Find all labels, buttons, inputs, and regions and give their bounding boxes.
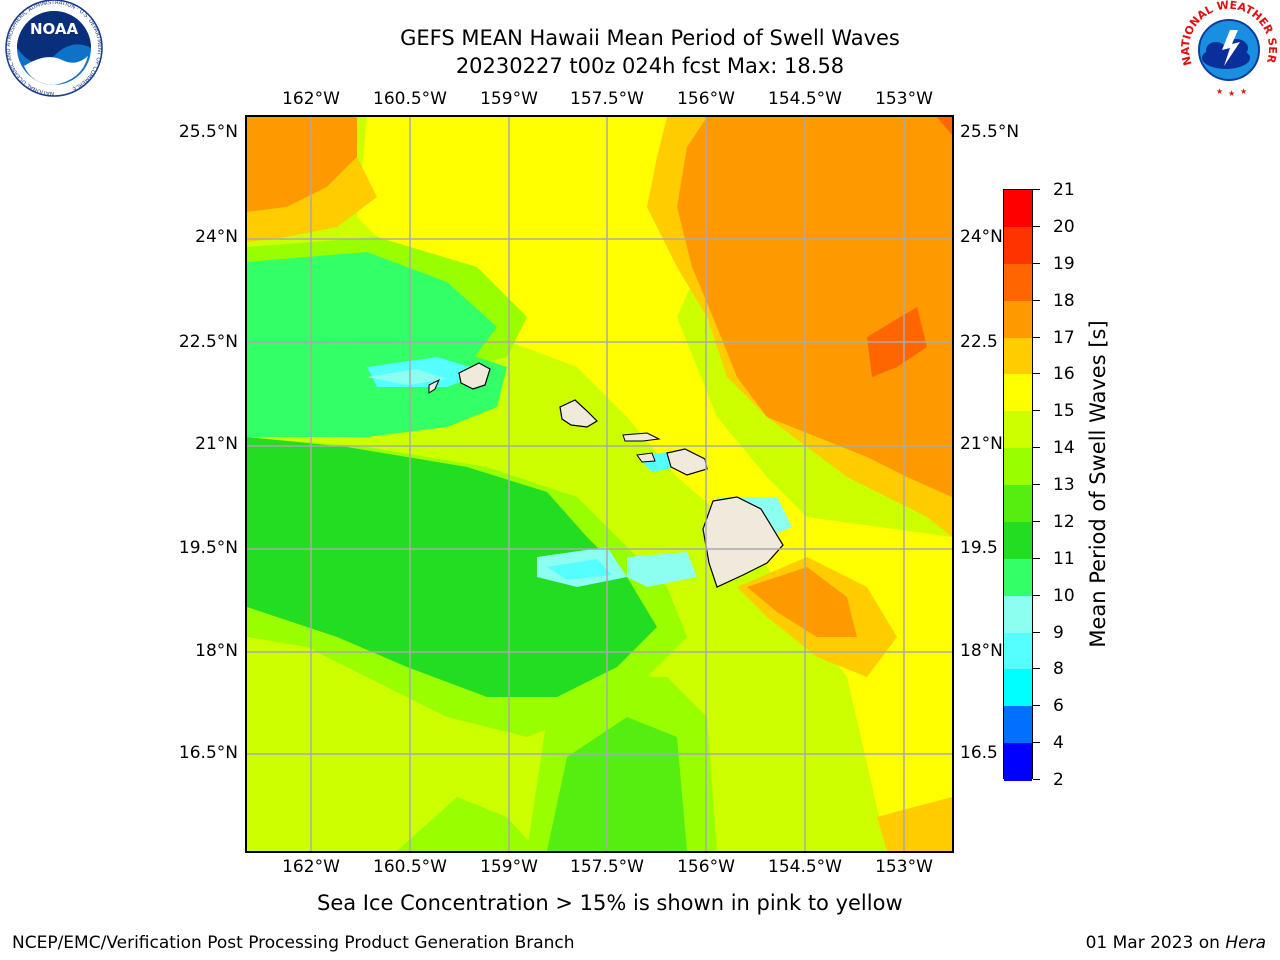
footer-date: 01 Mar 2023 on Hera xyxy=(1086,933,1266,953)
map-subtitle: 20230227 t00z 024h fcst Max: 18.58 xyxy=(455,54,845,78)
lon-label-top: 159°W xyxy=(480,89,538,109)
colorbar-tick xyxy=(1033,225,1040,227)
lat-label-right: 16.5 xyxy=(960,743,998,763)
colorbar-tick-label: 17 xyxy=(1053,327,1075,348)
colorbar-tick xyxy=(1033,668,1040,670)
lat-label-right: 25.5°N xyxy=(960,122,1020,142)
lon-label-top: 162°W xyxy=(282,89,340,109)
footer-credit: NCEP/EMC/Verification Post Processing Pr… xyxy=(12,933,575,953)
lat-label-left: 16.5°N xyxy=(178,743,238,763)
lon-label-bottom: 162°W xyxy=(282,857,340,877)
colorbar-tick xyxy=(1033,410,1040,412)
colorbar-segment xyxy=(1004,743,1032,781)
lat-label-left: 24°N xyxy=(195,227,238,247)
noaa-logo-text: NOAA xyxy=(30,20,79,38)
colorbar-tick xyxy=(1033,631,1040,633)
noaa-logo: NATIONAL OCEANIC AND ATMOSPHERIC ADMINIS… xyxy=(5,0,103,97)
lat-label-right: 24°N xyxy=(960,227,1003,247)
colorbar-tick xyxy=(1033,520,1040,522)
colorbar-tick xyxy=(1033,484,1040,485)
colorbar-tick xyxy=(1033,373,1040,375)
sea-ice-note: Sea Ice Concentration > 15% is shown in … xyxy=(317,891,903,915)
colorbar-tick-label: 15 xyxy=(1053,401,1075,422)
map-title: GEFS MEAN Hawaii Mean Period of Swell Wa… xyxy=(400,26,900,50)
colorbar-tick-label: 11 xyxy=(1053,548,1075,569)
colorbar-tick xyxy=(1033,557,1040,559)
colorbar-segment xyxy=(1004,226,1032,265)
lat-label-right: 21°N xyxy=(960,434,1003,454)
colorbar-tick xyxy=(1033,594,1040,596)
footer-date-text: 01 Mar 2023 on xyxy=(1085,933,1226,953)
colorbar-tick-label: 9 xyxy=(1053,622,1064,643)
lon-label-top: 154.5°W xyxy=(768,89,842,109)
colorbar-tick-label: 12 xyxy=(1053,511,1075,532)
colorbar-tick-label: 14 xyxy=(1053,438,1075,459)
colorbar-segment xyxy=(1004,669,1032,707)
colorbar-tick xyxy=(1033,705,1040,707)
lon-label-top: 156°W xyxy=(677,89,735,109)
svg-text:★: ★ xyxy=(1228,89,1235,98)
colorbar-segment xyxy=(1004,706,1032,744)
colorbar-tick-label: 10 xyxy=(1053,585,1075,606)
colorbar-tick-label: 18 xyxy=(1053,290,1075,311)
svg-text:★: ★ xyxy=(1240,87,1247,96)
lon-label-top: 153°W xyxy=(875,89,933,109)
colorbar-segment xyxy=(1004,374,1032,412)
lon-label-top: 160.5°W xyxy=(373,89,447,109)
lat-label-left: 19.5°N xyxy=(178,538,238,558)
colorbar-tick xyxy=(1033,299,1040,301)
colorbar-segment xyxy=(1004,448,1032,486)
colorbar-segment xyxy=(1004,411,1032,449)
lat-label-left: 25.5°N xyxy=(178,122,238,142)
lon-label-top: 157.5°W xyxy=(570,89,644,109)
colorbar-tick-label: 8 xyxy=(1053,659,1064,680)
colorbar-tick-label: 2 xyxy=(1053,770,1064,790)
colorbar-tick-label: 4 xyxy=(1053,733,1064,754)
colorbar-segment xyxy=(1004,485,1032,523)
colorbar-tick-label: 21 xyxy=(1053,180,1075,200)
colorbar-segment xyxy=(1004,300,1032,338)
colorbar-segment xyxy=(1004,190,1032,228)
colorbar xyxy=(1003,189,1033,781)
colorbar-tick-label: 6 xyxy=(1053,696,1064,717)
colorbar-tick xyxy=(1033,779,1040,780)
lon-label-bottom: 156°W xyxy=(677,857,735,877)
lon-label-bottom: 160.5°W xyxy=(373,857,447,877)
lat-label-right: 22.5 xyxy=(960,332,998,352)
lon-label-bottom: 157.5°W xyxy=(570,857,644,877)
colorbar-segment xyxy=(1004,595,1032,633)
lon-label-bottom: 159°W xyxy=(480,857,538,877)
lon-label-bottom: 153°W xyxy=(875,857,933,877)
colorbar-tick-label: 20 xyxy=(1053,216,1075,237)
colorbar-segment xyxy=(1004,521,1032,560)
footer-host: Hera xyxy=(1225,933,1266,953)
swell-period-field xyxy=(247,117,952,851)
map-panel xyxy=(245,115,954,853)
colorbar-tick-label: 19 xyxy=(1053,253,1075,274)
colorbar-segment xyxy=(1004,632,1032,670)
lon-label-bottom: 154.5°W xyxy=(768,857,842,877)
colorbar-tick-label: 16 xyxy=(1053,364,1075,385)
colorbar-tick xyxy=(1033,189,1040,190)
colorbar-tick xyxy=(1033,336,1040,338)
lat-label-left: 18°N xyxy=(195,641,238,661)
lat-label-right: 19.5 xyxy=(960,538,998,558)
nws-logo: NATIONAL WEATHER SERVICE ★ ★ ★ xyxy=(1178,0,1279,98)
lat-label-left: 21°N xyxy=(195,434,238,454)
colorbar-tick xyxy=(1033,262,1040,264)
svg-text:★: ★ xyxy=(1216,87,1223,96)
lat-label-left: 22.5°N xyxy=(178,332,238,352)
colorbar-segment xyxy=(1004,558,1032,597)
colorbar-tick-label: 13 xyxy=(1053,475,1075,495)
colorbar-tick xyxy=(1033,742,1040,744)
lat-label-right: 18°N xyxy=(960,641,1003,661)
colorbar-label: Mean Period of Swell Waves [s] xyxy=(1086,320,1110,648)
colorbar-segment xyxy=(1004,263,1032,302)
colorbar-tick xyxy=(1033,447,1040,449)
colorbar-segment xyxy=(1004,337,1032,375)
